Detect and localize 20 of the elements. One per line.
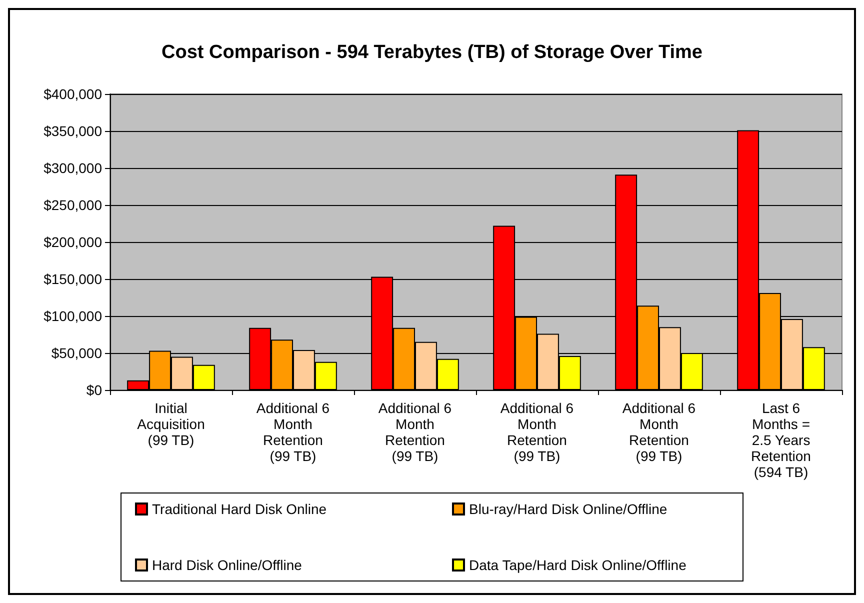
legend-label: Data Tape/Hard Disk Online/Offline — [469, 557, 687, 573]
y-tick-label: $200,000 — [44, 234, 102, 250]
legend-label: Traditional Hard Disk Online — [152, 501, 327, 517]
x-tick-label: Additional 6 Month Retention (99 TB) — [500, 400, 574, 464]
y-tick-label: $150,000 — [44, 271, 102, 287]
legend-label: Hard Disk Online/Offline — [152, 557, 302, 573]
y-tick-label: $50,000 — [51, 345, 102, 361]
chart-title: Cost Comparison - 594 Terabytes (TB) of Storage Over Time — [162, 42, 702, 63]
y-tick-label: $400,000 — [44, 86, 102, 102]
y-tick-label: $300,000 — [44, 160, 102, 176]
x-tick-label: Initial Acquisition (99 TB) — [137, 400, 205, 448]
x-tick-label: Additional 6 Month Retention (99 TB) — [622, 400, 696, 464]
y-tick-label: $0 — [86, 382, 102, 398]
x-tick-label: Additional 6 Month Retention (99 TB) — [256, 400, 330, 464]
x-tick-label: Last 6 Months = 2.5 Years Retention (594 TB) — [751, 400, 811, 480]
legend-label: Blu-ray/Hard Disk Online/Offline — [469, 501, 668, 517]
x-tick-label: Additional 6 Month Retention (99 TB) — [378, 400, 452, 464]
y-tick-label: $350,000 — [44, 123, 102, 139]
y-tick-label: $250,000 — [44, 197, 102, 213]
y-tick-label: $100,000 — [44, 308, 102, 324]
